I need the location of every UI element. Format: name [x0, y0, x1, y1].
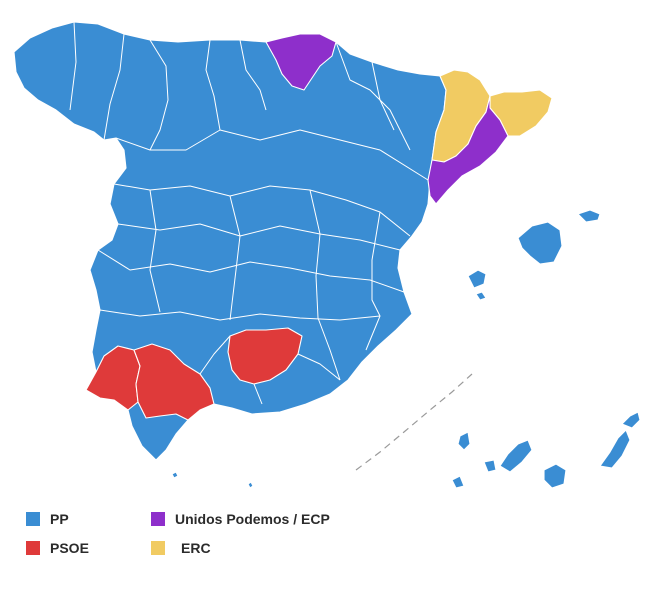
- canary-la-gomera: [483, 459, 497, 473]
- podemos-barcelona-tarragona: [427, 95, 509, 205]
- ibiza: [467, 269, 487, 289]
- menorca: [577, 209, 601, 223]
- legend-item-podemos: Unidos Podemos / ECP: [151, 511, 330, 527]
- mainland-spain: [13, 21, 447, 461]
- psoe-jaen: [227, 327, 303, 385]
- legend-item-pp: PP: [26, 511, 69, 527]
- legend-item-erc: ERC: [151, 540, 211, 556]
- legend-item-psoe: PSOE: [26, 540, 89, 556]
- canary-tenerife: [499, 439, 533, 473]
- legend-swatch-erc: [151, 541, 165, 555]
- canary-el-hierro: [451, 475, 465, 489]
- legend-swatch-psoe: [26, 541, 40, 555]
- mallorca: [517, 221, 563, 265]
- canary-islands-divider: [355, 373, 473, 471]
- legend-label-psoe: PSOE: [50, 540, 89, 556]
- canary-la-palma: [457, 431, 471, 451]
- legend-label-erc: ERC: [181, 540, 211, 556]
- canary-fuerteventura: [599, 429, 631, 469]
- melilla: [247, 481, 254, 489]
- legend-label-pp: PP: [50, 511, 69, 527]
- legend: PP PSOE Unidos Podemos / ECP ERC: [0, 500, 650, 593]
- legend-swatch-podemos: [151, 512, 165, 526]
- province-borders: [69, 21, 429, 427]
- spain-election-map: [13, 21, 641, 489]
- formentera: [475, 291, 487, 301]
- legend-label-podemos: Unidos Podemos / ECP: [175, 511, 330, 527]
- podemos-basque: [265, 33, 337, 91]
- psoe-sevilla: [133, 343, 215, 421]
- canary-lanzarote: [621, 411, 641, 429]
- legend-swatch-pp: [26, 512, 40, 526]
- ceuta: [171, 471, 179, 479]
- canary-gran-canaria: [543, 463, 567, 489]
